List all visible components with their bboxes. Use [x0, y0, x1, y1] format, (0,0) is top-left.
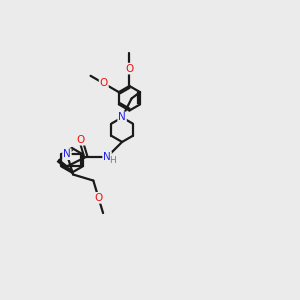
Text: H: H	[109, 156, 116, 165]
Text: O: O	[125, 64, 134, 74]
Text: N: N	[103, 152, 111, 162]
Text: O: O	[100, 78, 108, 88]
Text: O: O	[94, 193, 103, 203]
Text: O: O	[76, 135, 85, 145]
Text: N: N	[118, 112, 126, 122]
Text: N: N	[63, 149, 71, 159]
